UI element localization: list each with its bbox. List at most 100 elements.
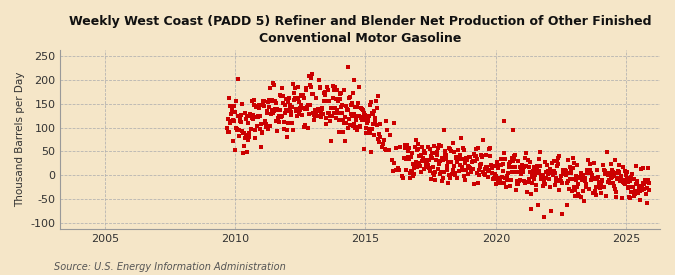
Point: [584, 187, 595, 192]
Point: [441, 167, 452, 172]
Point: [423, 145, 433, 149]
Point: [320, 90, 331, 95]
Point: [507, 156, 518, 160]
Point: [601, 171, 612, 175]
Point: [547, 160, 558, 165]
Point: [583, 169, 594, 174]
Point: [337, 118, 348, 122]
Point: [437, 156, 448, 160]
Point: [531, 183, 542, 187]
Point: [404, 156, 414, 161]
Point: [521, 150, 532, 155]
Point: [319, 93, 330, 97]
Point: [593, 175, 603, 180]
Point: [498, 161, 509, 166]
Point: [587, 176, 597, 180]
Point: [509, 156, 520, 161]
Point: [532, 167, 543, 171]
Point: [502, 174, 512, 178]
Point: [487, 170, 497, 175]
Point: [357, 107, 368, 112]
Point: [571, 177, 582, 182]
Point: [525, 160, 536, 164]
Point: [275, 94, 286, 98]
Point: [339, 87, 350, 92]
Point: [222, 116, 233, 121]
Point: [500, 176, 510, 180]
Point: [239, 130, 250, 135]
Point: [558, 170, 569, 175]
Point: [306, 85, 317, 90]
Point: [329, 106, 340, 110]
Point: [261, 122, 272, 126]
Point: [481, 153, 491, 157]
Point: [358, 111, 369, 116]
Point: [348, 78, 359, 82]
Point: [468, 152, 479, 156]
Point: [339, 114, 350, 119]
Point: [408, 172, 419, 176]
Point: [634, 198, 645, 202]
Point: [463, 155, 474, 160]
Point: [346, 100, 357, 105]
Point: [560, 168, 571, 172]
Point: [602, 179, 613, 184]
Point: [494, 176, 505, 181]
Point: [512, 179, 522, 183]
Point: [558, 167, 568, 172]
Point: [457, 157, 468, 161]
Point: [397, 174, 408, 179]
Point: [304, 112, 315, 116]
Point: [628, 177, 639, 181]
Point: [317, 106, 327, 110]
Point: [574, 176, 585, 180]
Point: [605, 171, 616, 176]
Point: [265, 99, 276, 103]
Point: [381, 148, 392, 152]
Point: [246, 127, 256, 131]
Point: [522, 179, 533, 184]
Point: [424, 158, 435, 162]
Point: [273, 120, 284, 125]
Point: [608, 183, 619, 188]
Point: [624, 196, 635, 200]
Point: [402, 156, 412, 161]
Point: [351, 118, 362, 123]
Point: [348, 112, 359, 117]
Point: [410, 160, 421, 164]
Point: [542, 163, 553, 167]
Point: [322, 88, 333, 92]
Point: [611, 177, 622, 182]
Point: [494, 177, 505, 181]
Point: [230, 148, 241, 152]
Point: [630, 163, 641, 168]
Point: [400, 142, 410, 147]
Point: [502, 177, 513, 182]
Point: [576, 171, 587, 175]
Point: [585, 178, 596, 182]
Point: [399, 146, 410, 151]
Point: [461, 155, 472, 160]
Point: [404, 171, 415, 176]
Point: [593, 182, 604, 187]
Point: [568, 156, 578, 161]
Point: [248, 116, 259, 121]
Point: [613, 163, 624, 167]
Point: [479, 171, 489, 176]
Point: [610, 187, 620, 191]
Point: [280, 103, 291, 107]
Point: [516, 163, 527, 167]
Point: [526, 181, 537, 186]
Point: [308, 111, 319, 115]
Point: [501, 185, 512, 189]
Point: [541, 175, 551, 180]
Point: [308, 92, 319, 96]
Point: [561, 169, 572, 174]
Point: [401, 157, 412, 161]
Point: [562, 158, 573, 162]
Point: [601, 171, 612, 175]
Point: [574, 194, 585, 199]
Point: [300, 123, 310, 127]
Point: [508, 128, 518, 132]
Point: [381, 127, 392, 132]
